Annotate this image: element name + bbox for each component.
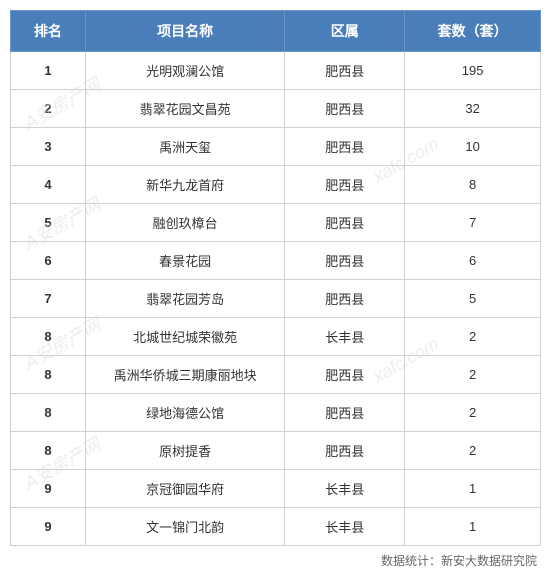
cell-district: 肥西县 (285, 432, 405, 470)
table-row: 6春景花园肥西县6 (11, 242, 541, 280)
cell-name: 春景花园 (85, 242, 285, 280)
cell-name: 原树提香 (85, 432, 285, 470)
cell-count: 195 (405, 52, 541, 90)
table-row: 9京冠御园华府长丰县1 (11, 470, 541, 508)
cell-district: 长丰县 (285, 318, 405, 356)
table-row: 2翡翠花园文昌苑肥西县32 (11, 90, 541, 128)
cell-district: 肥西县 (285, 166, 405, 204)
cell-name: 京冠御园华府 (85, 470, 285, 508)
cell-district: 肥西县 (285, 52, 405, 90)
cell-count: 5 (405, 280, 541, 318)
table-row: 9文一锦门北韵长丰县1 (11, 508, 541, 546)
cell-name: 绿地海德公馆 (85, 394, 285, 432)
table-row: 3禹洲天玺肥西县10 (11, 128, 541, 166)
cell-district: 肥西县 (285, 90, 405, 128)
cell-count: 10 (405, 128, 541, 166)
cell-count: 1 (405, 508, 541, 546)
cell-count: 2 (405, 318, 541, 356)
cell-rank: 8 (11, 318, 86, 356)
cell-name: 新华九龙首府 (85, 166, 285, 204)
cell-district: 肥西县 (285, 356, 405, 394)
table-row: 8禹洲华侨城三期康丽地块肥西县2 (11, 356, 541, 394)
cell-rank: 8 (11, 432, 86, 470)
table-body: 1光明观澜公馆肥西县1952翡翠花园文昌苑肥西县323禹洲天玺肥西县104新华九… (11, 52, 541, 546)
cell-rank: 2 (11, 90, 86, 128)
cell-name: 文一锦门北韵 (85, 508, 285, 546)
ranking-table-container: A安房产网 A安房产网 A安房产网 A安房产网 xafc.com xafc.co… (10, 10, 541, 569)
table-row: 4新华九龙首府肥西县8 (11, 166, 541, 204)
table-header: 排名 项目名称 区属 套数（套） (11, 11, 541, 52)
cell-rank: 9 (11, 470, 86, 508)
header-name: 项目名称 (85, 11, 285, 52)
cell-district: 肥西县 (285, 280, 405, 318)
cell-district: 肥西县 (285, 204, 405, 242)
cell-district: 肥西县 (285, 394, 405, 432)
cell-district: 肥西县 (285, 242, 405, 280)
cell-district: 肥西县 (285, 128, 405, 166)
cell-count: 2 (405, 394, 541, 432)
header-count: 套数（套） (405, 11, 541, 52)
cell-rank: 6 (11, 242, 86, 280)
cell-rank: 7 (11, 280, 86, 318)
table-row: 7翡翠花园芳岛肥西县5 (11, 280, 541, 318)
cell-district: 长丰县 (285, 508, 405, 546)
cell-rank: 4 (11, 166, 86, 204)
cell-count: 2 (405, 432, 541, 470)
cell-district: 长丰县 (285, 470, 405, 508)
cell-name: 融创玖樟台 (85, 204, 285, 242)
cell-name: 光明观澜公馆 (85, 52, 285, 90)
table-row: 1光明观澜公馆肥西县195 (11, 52, 541, 90)
data-source-footer: 数据统计：新安大数据研究院 (10, 546, 541, 569)
cell-count: 1 (405, 470, 541, 508)
cell-count: 8 (405, 166, 541, 204)
table-row: 8北城世纪城荣徽苑长丰县2 (11, 318, 541, 356)
header-rank: 排名 (11, 11, 86, 52)
cell-name: 翡翠花园文昌苑 (85, 90, 285, 128)
cell-rank: 1 (11, 52, 86, 90)
cell-count: 7 (405, 204, 541, 242)
cell-rank: 5 (11, 204, 86, 242)
cell-rank: 8 (11, 394, 86, 432)
cell-name: 禹洲天玺 (85, 128, 285, 166)
table-row: 5融创玖樟台肥西县7 (11, 204, 541, 242)
cell-count: 6 (405, 242, 541, 280)
cell-count: 2 (405, 356, 541, 394)
cell-name: 北城世纪城荣徽苑 (85, 318, 285, 356)
table-row: 8原树提香肥西县2 (11, 432, 541, 470)
cell-rank: 3 (11, 128, 86, 166)
cell-name: 翡翠花园芳岛 (85, 280, 285, 318)
header-district: 区属 (285, 11, 405, 52)
ranking-table: 排名 项目名称 区属 套数（套） 1光明观澜公馆肥西县1952翡翠花园文昌苑肥西… (10, 10, 541, 546)
cell-rank: 9 (11, 508, 86, 546)
cell-count: 32 (405, 90, 541, 128)
cell-rank: 8 (11, 356, 86, 394)
cell-name: 禹洲华侨城三期康丽地块 (85, 356, 285, 394)
table-row: 8绿地海德公馆肥西县2 (11, 394, 541, 432)
